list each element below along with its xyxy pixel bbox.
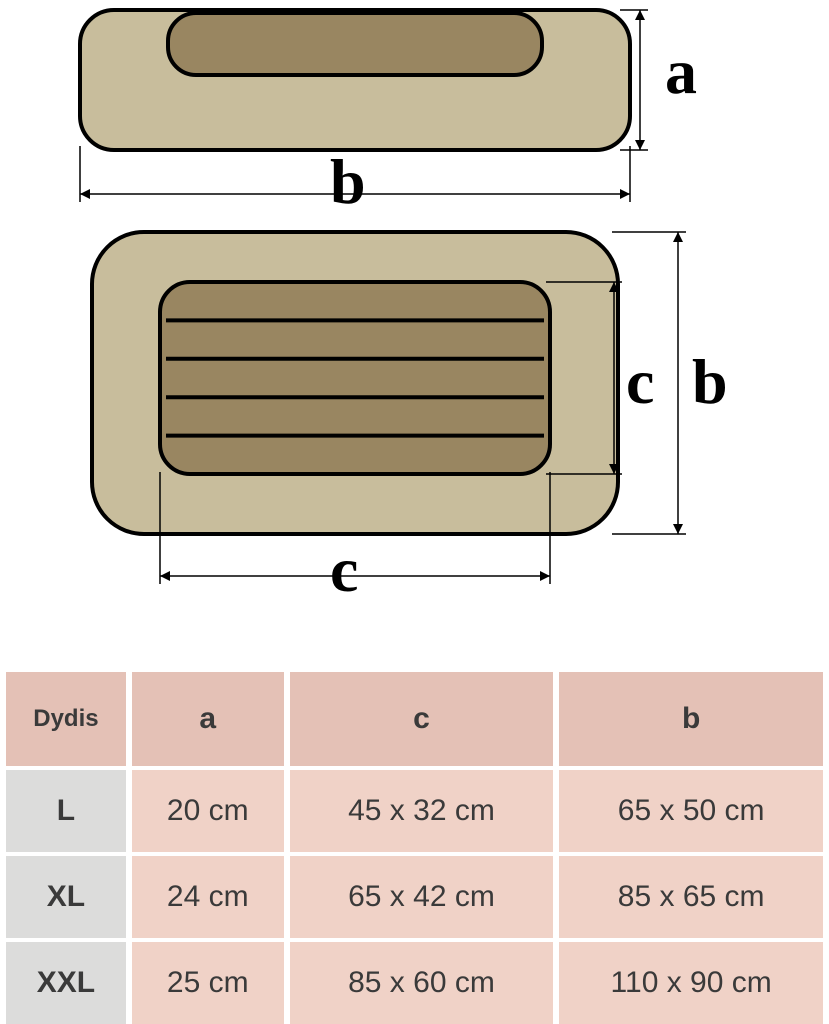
size-diagram: a b b c c DydisacbL20 cm45 x 32 cm65 x 5… [0,0,829,1024]
dim-label-c-bot: c [330,538,358,602]
size-cell: XXL [6,942,126,1024]
dim-label-c-top: c [626,350,654,414]
table-row: XXL25 cm85 x 60 cm110 x 90 cm [6,942,823,1024]
dim-label-b-top: b [692,350,728,414]
size-cell: XL [6,856,126,938]
table-header: c [290,672,554,766]
value-cell: 20 cm [132,770,284,852]
value-cell: 85 x 65 cm [559,856,823,938]
value-cell: 65 x 50 cm [559,770,823,852]
value-cell: 110 x 90 cm [559,942,823,1024]
size-cell: L [6,770,126,852]
diagram-illustration [0,0,829,660]
table-header: b [559,672,823,766]
dim-label-a-side: a [665,40,697,104]
table-row: L20 cm45 x 32 cm65 x 50 cm [6,770,823,852]
value-cell: 25 cm [132,942,284,1024]
value-cell: 45 x 32 cm [290,770,554,852]
table-header: Dydis [6,672,126,766]
value-cell: 65 x 42 cm [290,856,554,938]
dim-label-b-side: b [330,150,366,214]
table-header: a [132,672,284,766]
value-cell: 24 cm [132,856,284,938]
table-row: XL24 cm65 x 42 cm85 x 65 cm [6,856,823,938]
value-cell: 85 x 60 cm [290,942,554,1024]
size-table: DydisacbL20 cm45 x 32 cm65 x 50 cmXL24 c… [0,668,829,1024]
